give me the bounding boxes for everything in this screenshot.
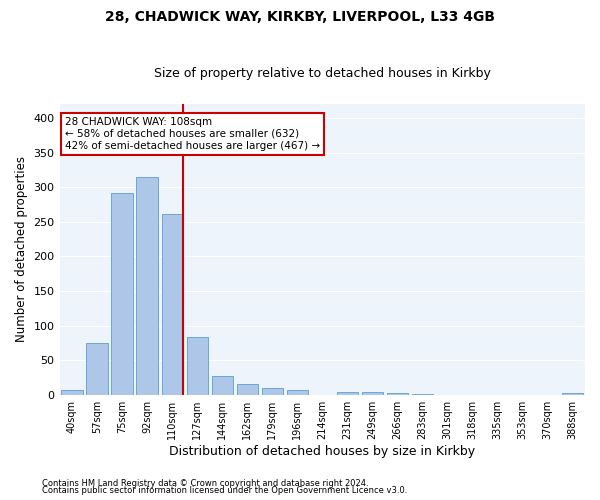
- Text: 28 CHADWICK WAY: 108sqm
← 58% of detached houses are smaller (632)
42% of semi-d: 28 CHADWICK WAY: 108sqm ← 58% of detache…: [65, 118, 320, 150]
- Bar: [187, 336, 208, 394]
- Bar: [161, 214, 183, 394]
- Text: 28, CHADWICK WAY, KIRKBY, LIVERPOOL, L33 4GB: 28, CHADWICK WAY, KIRKBY, LIVERPOOL, L33…: [105, 10, 495, 24]
- Bar: [86, 343, 108, 394]
- Title: Size of property relative to detached houses in Kirkby: Size of property relative to detached ho…: [154, 66, 491, 80]
- Bar: [136, 177, 158, 394]
- X-axis label: Distribution of detached houses by size in Kirkby: Distribution of detached houses by size …: [169, 444, 475, 458]
- Bar: [287, 390, 308, 394]
- Bar: [362, 392, 383, 394]
- Text: Contains public sector information licensed under the Open Government Licence v3: Contains public sector information licen…: [42, 486, 407, 495]
- Bar: [236, 384, 258, 394]
- Bar: [212, 376, 233, 394]
- Bar: [262, 388, 283, 394]
- Bar: [61, 390, 83, 394]
- Text: Contains HM Land Registry data © Crown copyright and database right 2024.: Contains HM Land Registry data © Crown c…: [42, 478, 368, 488]
- Y-axis label: Number of detached properties: Number of detached properties: [15, 156, 28, 342]
- Bar: [387, 392, 408, 394]
- Bar: [112, 193, 133, 394]
- Bar: [337, 392, 358, 394]
